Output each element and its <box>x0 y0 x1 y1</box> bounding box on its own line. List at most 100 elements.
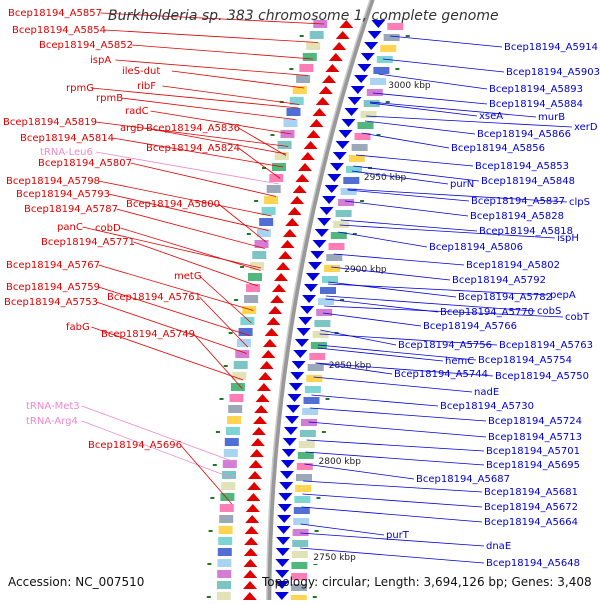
reverse-gene-arrow <box>327 174 342 182</box>
right-gene-label: Bcep18194_A5672 <box>484 502 578 513</box>
reverse-gene-arrow <box>341 119 356 127</box>
left-gene-label: argD <box>120 123 144 134</box>
right-gene-leader <box>306 439 485 452</box>
reverse-gene-arrow <box>285 416 299 424</box>
feature-block <box>301 419 317 426</box>
gc-tick <box>321 431 326 433</box>
gc-tick <box>360 200 365 202</box>
reverse-gene-arrow <box>371 20 386 28</box>
feature-block <box>310 342 327 349</box>
right-gene-leader <box>311 394 439 407</box>
feature-block <box>316 309 333 316</box>
right-gene-leader <box>325 298 439 313</box>
feature-block <box>233 361 248 369</box>
left-gene-label: rpmG <box>66 83 94 94</box>
reverse-gene-arrow <box>277 504 292 512</box>
feature-block <box>242 306 257 314</box>
left-gene-label: Bcep18194_A5696 <box>88 440 182 451</box>
scale-label: 3000 kbp <box>388 81 431 91</box>
gc-tick <box>325 398 330 400</box>
right-gene-leader <box>333 253 465 266</box>
reverse-gene-arrow <box>277 515 292 523</box>
forward-gene-arrow <box>243 581 257 589</box>
right-gene-leader <box>340 219 478 232</box>
reverse-gene-arrow <box>300 306 315 314</box>
left-gene-label: Bcep18194_A5857 <box>8 8 102 19</box>
right-gene-leader <box>301 506 483 523</box>
right-gene-leader <box>361 132 450 149</box>
left-gene-label: ispA <box>90 55 111 66</box>
left-gene-leader <box>82 226 262 269</box>
right-gene-leader <box>339 224 556 239</box>
feature-block <box>221 482 236 490</box>
right-gene-label: Bcep18194_A5730 <box>440 401 534 412</box>
left-gene-leader <box>171 70 305 89</box>
forward-gene-arrow <box>253 416 267 424</box>
reverse-gene-arrow <box>275 559 290 567</box>
reverse-gene-arrow <box>296 328 311 336</box>
reverse-gene-arrow <box>294 339 309 347</box>
right-gene-leader <box>315 362 393 375</box>
right-gene-label: Bcep18194_A5848 <box>481 176 575 187</box>
forward-gene-arrow <box>243 548 258 556</box>
left-gene-label: Bcep18194_A5787 <box>24 204 118 215</box>
feature-block <box>238 328 253 336</box>
feature-block <box>303 397 320 404</box>
gc-tick <box>395 68 400 70</box>
feature-block <box>292 540 309 547</box>
feature-block <box>289 97 304 105</box>
topology-label: Topology: circular; Length: 3,694,126 bp… <box>262 575 592 589</box>
feature-block <box>330 232 347 239</box>
left-gene-label: Bcep18194_A5753 <box>4 297 98 308</box>
reverse-gene-arrow <box>312 240 327 248</box>
reverse-gene-arrow <box>279 482 294 490</box>
feature-block <box>326 254 343 261</box>
forward-gene-arrow <box>303 141 318 149</box>
feature-block <box>219 504 234 512</box>
reverse-gene-arrow <box>322 196 337 204</box>
gc-tick <box>314 530 319 532</box>
right-gene-label: Bcep18194_A5756 <box>398 340 492 351</box>
left-gene-leader <box>91 87 299 109</box>
gc-tick <box>376 134 381 136</box>
feature-block <box>299 64 314 72</box>
right-gene-leader <box>304 463 415 480</box>
forward-gene-arrow <box>251 427 266 435</box>
left-gene-leader <box>162 85 300 105</box>
left-gene-label: Bcep18194_A5749 <box>101 329 195 340</box>
scale-label: 2750 kbp <box>313 553 356 563</box>
right-gene-leader <box>299 547 485 564</box>
forward-gene-arrow <box>339 20 354 28</box>
feature-block <box>293 507 310 514</box>
reverse-gene-arrow <box>354 75 369 83</box>
right-gene-label: purN <box>450 179 474 190</box>
feature-block <box>291 562 308 569</box>
reverse-gene-arrow <box>275 548 290 556</box>
reverse-gene-arrow <box>290 372 305 380</box>
gc-tick <box>240 266 245 268</box>
feature-block <box>292 529 309 536</box>
feature-block <box>250 262 265 270</box>
reverse-gene-arrow <box>293 350 308 358</box>
reverse-gene-arrow <box>280 460 295 468</box>
gc-tick <box>270 134 275 136</box>
left-gene-leader <box>131 44 313 60</box>
forward-gene-arrow <box>245 515 260 523</box>
right-gene-label: Bcep18194_A5828 <box>470 211 564 222</box>
forward-gene-arrow <box>292 185 307 193</box>
left-gene-leader <box>145 127 287 155</box>
scale-label-bg <box>311 551 364 564</box>
feature-block <box>299 430 316 437</box>
left-gene-label: tRNA-Met3 <box>26 401 80 412</box>
right-gene-label: murB <box>538 112 565 123</box>
reverse-gene-arrow <box>310 251 325 259</box>
feature-block <box>320 287 336 294</box>
feature-block <box>225 427 240 435</box>
feature-block <box>373 67 390 74</box>
left-gene-leader <box>81 420 234 479</box>
feature-block <box>306 42 321 50</box>
reverse-gene-arrow <box>314 229 329 237</box>
right-gene-leader <box>370 101 537 118</box>
left-gene-label: ileS-dut <box>122 66 160 77</box>
reverse-gene-arrow <box>344 108 359 116</box>
